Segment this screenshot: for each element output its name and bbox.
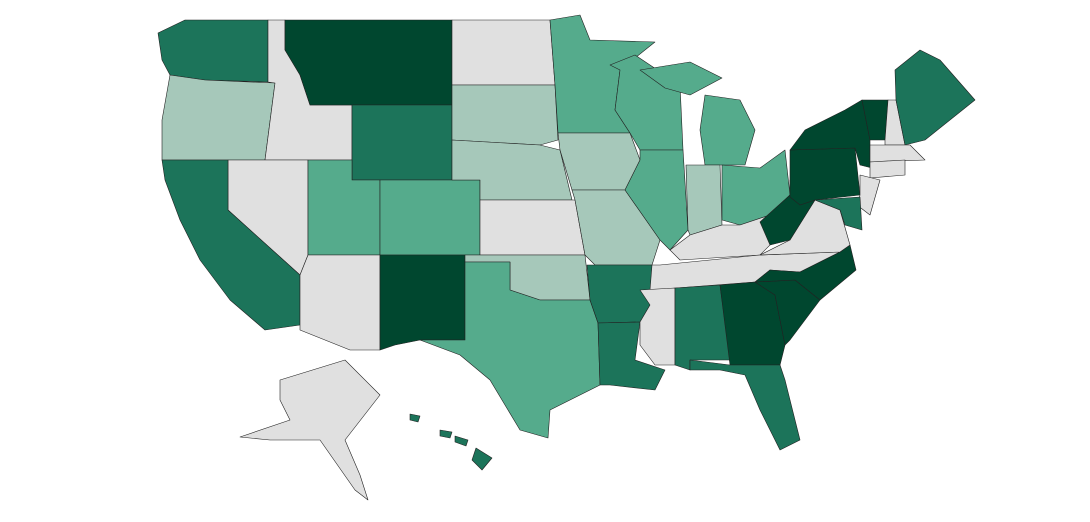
state: [814, 196, 863, 231]
state: [754, 244, 857, 301]
state: [161, 159, 301, 331]
states: [157, 14, 976, 501]
state: [239, 359, 381, 501]
state: [699, 94, 756, 166]
state: [379, 254, 466, 351]
state: [157, 19, 269, 83]
state: [557, 132, 641, 191]
state: [689, 359, 801, 451]
state: [869, 159, 906, 179]
state: [409, 413, 421, 423]
state: [869, 144, 926, 163]
state: [454, 435, 469, 447]
state: [789, 147, 861, 206]
state: [685, 164, 723, 236]
state: [379, 179, 481, 256]
state: [451, 84, 559, 146]
state: [639, 61, 723, 96]
state: [284, 19, 453, 106]
state: [161, 74, 276, 161]
state: [451, 19, 556, 86]
state: [351, 104, 453, 181]
state: [856, 174, 881, 216]
state: [439, 429, 453, 439]
state: [471, 447, 493, 471]
state: [299, 254, 381, 351]
state: [597, 321, 666, 391]
state: [479, 199, 586, 256]
state: [624, 149, 689, 251]
state: [419, 261, 601, 439]
state: [586, 264, 653, 324]
state: [894, 49, 976, 146]
